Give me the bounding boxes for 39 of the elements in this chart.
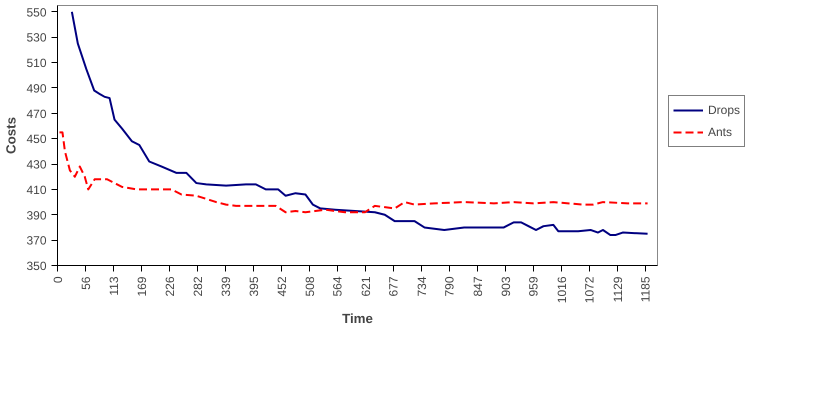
x-axis-title: Time [342,311,373,326]
y-tick-label: 530 [26,30,47,45]
x-tick-label: 903 [498,276,513,297]
y-tick-label: 370 [26,234,47,248]
x-tick-label: 790 [442,276,457,297]
legend-label: Drops [708,102,740,116]
x-tick-label: 282 [190,276,205,297]
x-tick-label: 452 [275,276,290,297]
y-tick-label: 490 [26,81,47,96]
y-tick-label: 350 [26,259,47,273]
x-tick-label: 395 [246,276,261,297]
x-tick-label: 621 [358,276,373,297]
x-tick-label: 959 [526,276,541,297]
x-tick-label: 847 [471,276,485,297]
x-tick-label: 1016 [554,276,569,304]
x-tick-label: 1072 [582,276,597,304]
x-tick-label: 508 [302,276,317,297]
legend-label: Ants [708,124,732,138]
x-tick-label: 564 [330,276,345,297]
y-tick-label: 550 [26,5,47,20]
y-tick-label: 410 [26,182,47,197]
y-axis-title: Costs [3,116,18,154]
y-tick-label: 430 [26,158,47,172]
y-tick-label: 390 [26,208,47,222]
y-tick-label: 510 [26,56,47,70]
x-tick-label: 1185 [638,276,653,302]
x-tick-label: 56 [78,276,93,290]
x-tick-label: 113 [107,276,122,296]
line-series [58,131,649,214]
x-tick-label: 734 [414,276,429,297]
x-tick-label: 339 [219,276,234,297]
x-tick-label: 169 [134,276,149,297]
x-tick-label: 1129 [610,276,625,302]
x-tick-label: 0 [51,276,65,284]
line-series [70,10,649,236]
x-tick-label: 226 [163,276,178,297]
y-tick-label: 450 [26,132,47,146]
x-tick-label: 677 [386,276,401,297]
y-tick-label: 470 [26,106,47,121]
